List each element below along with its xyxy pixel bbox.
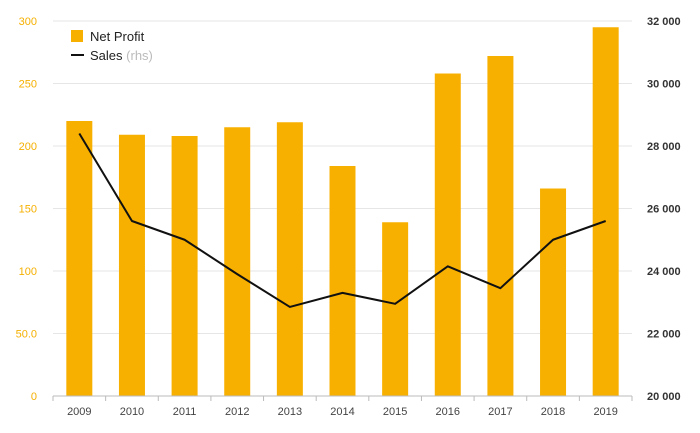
x-tick-label: 2014 [330, 406, 354, 418]
x-tick-label: 2017 [488, 406, 512, 418]
legend-swatch-net-profit [71, 30, 83, 42]
x-tick-label: 2016 [436, 406, 460, 418]
y-right-tick-label: 32 000 [647, 16, 681, 28]
x-tick-label: 2010 [120, 406, 144, 418]
y-left-tick-label: 200 [19, 141, 37, 153]
axes: 0 50.0 100 150 200 250 300 20 000 22 000 24 000 26… [16, 16, 681, 418]
legend: Net Profit Sales (rhs) [71, 29, 153, 63]
bar-net-profit [276, 122, 303, 396]
sales-line-layer [78, 132, 607, 308]
y-right-tick-label: 28 000 [647, 141, 681, 153]
y-left-tick-label: 100 [19, 266, 37, 278]
legend-label-sales-suffix: (rhs) [126, 48, 153, 63]
x-tick-label: 2015 [383, 406, 407, 418]
x-tick-label: 2018 [541, 406, 565, 418]
legend-label-net-profit: Net Profit [90, 29, 145, 44]
y-left-tick-label: 150 [19, 204, 37, 216]
y-left-tick-label: 50.0 [16, 329, 37, 341]
bar-net-profit [224, 127, 251, 396]
bar-net-profit [66, 121, 93, 396]
y-right-tick-label: 24 000 [647, 266, 681, 278]
legend-label-sales: Sales (rhs) [90, 48, 153, 63]
y-left-tick-label: 0 [31, 391, 37, 403]
bar-net-profit [487, 56, 514, 396]
y-left-tick-label: 300 [19, 16, 37, 28]
bar-net-profit [592, 27, 619, 396]
bar-net-profit [382, 222, 409, 396]
x-tick-label: 2011 [173, 406, 197, 418]
x-tick-label: 2019 [593, 406, 617, 418]
bar-net-profit [118, 134, 145, 396]
bar-net-profit [329, 166, 356, 396]
bar-net-profit [540, 188, 567, 396]
bar-net-profit [434, 73, 461, 396]
y-right-tick-label: 30 000 [647, 79, 681, 91]
y-right-tick-label: 26 000 [647, 204, 681, 216]
y-left-tick-label: 250 [19, 79, 37, 91]
y-right-tick-label: 22 000 [647, 329, 681, 341]
legend-label-sales-name: Sales [90, 48, 123, 63]
x-tick-label: 2012 [225, 406, 249, 418]
bar-net-profit [171, 136, 198, 396]
x-tick-label: 2009 [67, 406, 91, 418]
x-tick-label: 2013 [278, 406, 302, 418]
y-right-tick-label: 20 000 [647, 391, 681, 403]
net-profit-bars [66, 27, 619, 396]
